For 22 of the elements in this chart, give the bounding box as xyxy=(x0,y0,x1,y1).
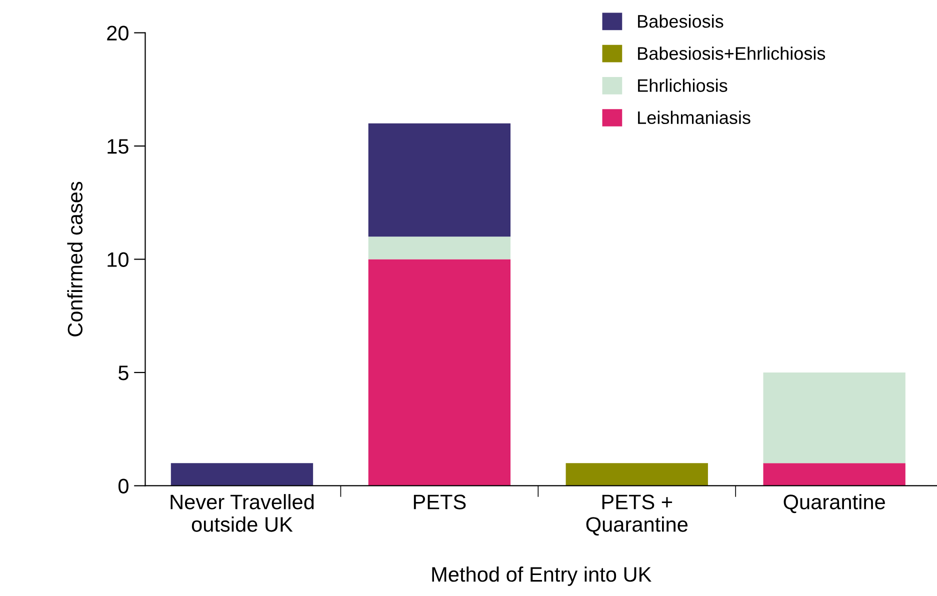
bar xyxy=(170,463,314,486)
y-tick-label: 5 xyxy=(118,366,128,380)
x-tick-label: Quarantine xyxy=(784,494,885,514)
legend-label: Babesiosis xyxy=(638,14,724,28)
x-axis-title: Method of Entry into UK xyxy=(432,566,652,586)
y-tick-label: 15 xyxy=(108,139,128,154)
bar xyxy=(368,236,511,260)
bar xyxy=(368,259,511,486)
y-axis-title: Confirmed cases xyxy=(67,182,83,336)
bar xyxy=(763,372,906,464)
bar xyxy=(763,463,906,486)
bar xyxy=(566,463,708,486)
y-tick-label: 20 xyxy=(107,26,128,41)
legend-label: Ehrlichiosis xyxy=(638,78,728,92)
legend-label: Babesiosis+Ehrlichiosis xyxy=(638,46,826,60)
legend-label: Leishmaniasis xyxy=(638,110,750,124)
y-tick-label: 10 xyxy=(108,252,128,268)
x-tick-label: PETS xyxy=(414,494,466,510)
x-tick-label: Never Travelled outside UK xyxy=(170,494,314,532)
bar xyxy=(368,123,511,237)
x-tick-label: PETS + Quarantine xyxy=(586,494,688,536)
y-tick-label: 0 xyxy=(118,478,128,494)
